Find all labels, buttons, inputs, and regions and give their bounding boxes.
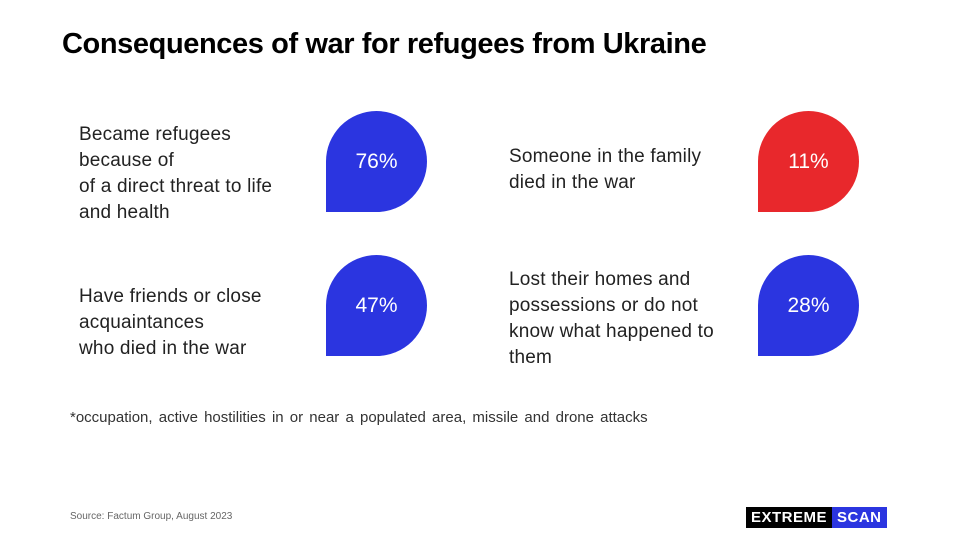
source-note: Source: Factum Group, August 2023 (70, 511, 233, 522)
logo-part-scan: SCAN (832, 507, 887, 528)
stat-value-friends-died: 47% (355, 293, 398, 317)
stat-bubble-friends-died: 47% (326, 255, 427, 356)
stat-label-family-died: Someone in the family died in the war (509, 146, 702, 193)
stat-bubble-lost-homes: 28% (758, 255, 859, 356)
stat-bubble-family-died: 11% (758, 111, 859, 212)
logo-part-extreme: EXTREME (746, 507, 833, 528)
brand-logo: EXTREME SCAN (746, 507, 887, 528)
stat-value-lost-homes: 28% (787, 293, 830, 317)
stat-label-direct-threat: Became refugees because of of a direct t… (79, 124, 273, 223)
page-title: Consequences of war for refugees from Uk… (62, 28, 707, 60)
stat-value-direct-threat: 76% (355, 149, 398, 173)
footnote: *occupation, active hostilities in or ne… (70, 409, 648, 426)
stat-value-family-died: 11% (788, 149, 829, 173)
stat-bubble-direct-threat: 76% (326, 111, 427, 212)
stat-label-lost-homes: Lost their homes and possessions or do n… (509, 269, 714, 368)
stat-label-friends-died: Have friends or close acquaintances who … (79, 286, 262, 359)
